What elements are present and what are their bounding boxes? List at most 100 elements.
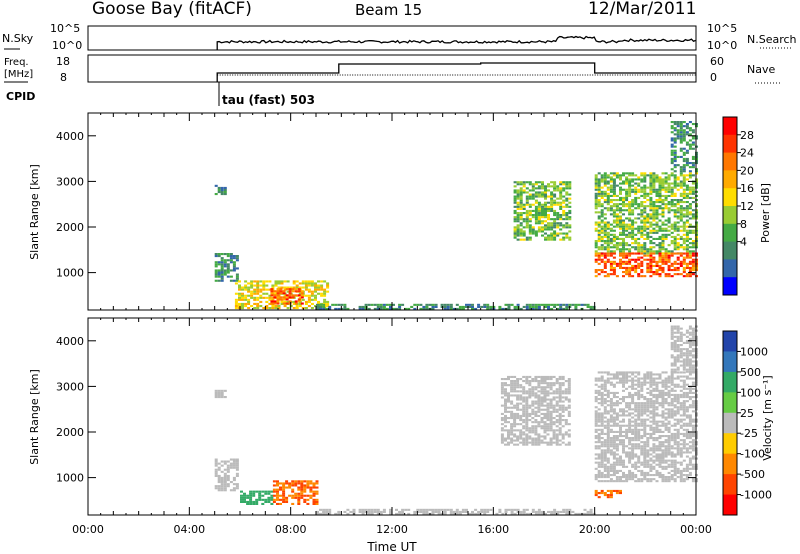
power-cell xyxy=(673,205,677,208)
velocity-cell xyxy=(649,373,653,376)
velocity-cell xyxy=(516,423,520,426)
velocity-cell xyxy=(540,390,544,393)
velocity-cell xyxy=(229,462,233,465)
velocity-cell xyxy=(549,375,553,378)
velocity-cell xyxy=(528,414,532,417)
velocity-cell xyxy=(501,512,505,515)
velocity-cell xyxy=(214,391,218,394)
velocity-cell xyxy=(516,404,520,407)
power-cell xyxy=(667,256,671,259)
power-cell xyxy=(649,190,653,193)
velocity-cell xyxy=(597,416,601,419)
velocity-cell xyxy=(637,412,641,415)
power-cell xyxy=(667,186,671,189)
velocity-cell xyxy=(643,441,647,444)
power-cell xyxy=(649,242,653,245)
power-cell xyxy=(317,286,320,289)
power-cell xyxy=(282,290,286,293)
power-cell xyxy=(643,219,647,222)
power-cell xyxy=(649,223,653,226)
velocity-cell xyxy=(670,410,674,413)
velocity-cell xyxy=(667,385,671,388)
power-cell xyxy=(541,212,544,215)
velocity-cell xyxy=(637,396,641,399)
velocity-cell xyxy=(528,388,532,391)
power-cell xyxy=(679,186,683,189)
velocity-cell xyxy=(597,424,601,427)
power-cell xyxy=(238,280,241,283)
velocity-cell xyxy=(594,492,598,495)
power-cell xyxy=(316,307,319,310)
velocity-cell xyxy=(603,476,607,479)
velocity-cell xyxy=(312,500,316,503)
velocity-cell xyxy=(631,371,635,374)
velocity-cell xyxy=(315,500,319,503)
velocity-cell xyxy=(540,421,544,424)
power-cell xyxy=(594,242,598,245)
velocity-cell xyxy=(667,381,671,384)
power-cell xyxy=(664,176,668,179)
power-cell xyxy=(670,252,674,255)
velocity-cell xyxy=(664,453,668,456)
power-cell xyxy=(235,273,239,276)
power-cell xyxy=(664,275,668,278)
velocity-cell xyxy=(534,400,538,403)
power-cell xyxy=(385,307,389,310)
velocity-cell xyxy=(279,482,282,485)
velocity-cell xyxy=(507,443,510,446)
power-cell xyxy=(568,185,572,188)
power-cell xyxy=(217,253,221,256)
y-tick-label: 1000 xyxy=(56,267,84,280)
velocity-cell xyxy=(540,419,544,422)
velocity-cell xyxy=(507,435,510,438)
velocity-cell xyxy=(549,417,553,420)
velocity-cell xyxy=(646,480,650,483)
power-cell xyxy=(649,199,653,202)
velocity-cell xyxy=(249,500,253,503)
power-cell xyxy=(458,307,462,310)
power-cell xyxy=(685,194,689,197)
power-cell xyxy=(507,305,511,308)
velocity-cell xyxy=(537,384,541,387)
velocity-cell xyxy=(688,354,692,357)
power-cell xyxy=(597,258,601,261)
power-cell xyxy=(652,184,656,187)
power-cell xyxy=(688,271,692,274)
power-cell xyxy=(600,190,604,193)
velocity-cell xyxy=(640,385,644,388)
power-cell xyxy=(661,221,665,224)
velocity-cell xyxy=(658,441,662,444)
power-cell xyxy=(553,226,557,229)
power-cell xyxy=(323,280,327,283)
velocity-cell xyxy=(507,441,510,444)
velocity-cell xyxy=(631,471,635,474)
velocity-cell xyxy=(567,400,571,403)
velocity-cell xyxy=(500,435,504,438)
velocity-cell xyxy=(670,398,674,401)
velocity-cell xyxy=(443,508,447,511)
velocity-cell xyxy=(232,476,236,479)
velocity-cell xyxy=(628,457,632,460)
velocity-cell xyxy=(673,414,677,417)
power-cell xyxy=(670,131,674,134)
power-cell xyxy=(646,233,650,236)
power-cell xyxy=(314,298,317,301)
velocity-cell xyxy=(500,439,504,442)
velocity-cell xyxy=(300,482,304,485)
power-cell xyxy=(282,292,286,295)
velocity-cell xyxy=(634,435,638,438)
velocity-cell xyxy=(522,410,526,413)
power-cell xyxy=(559,189,563,192)
power-cell xyxy=(310,307,314,310)
velocity-cell xyxy=(655,387,659,390)
velocity-cell xyxy=(615,404,619,407)
power-cell xyxy=(282,298,286,301)
velocity-cell xyxy=(597,377,601,380)
power-cell xyxy=(547,185,550,188)
power-cell xyxy=(628,248,632,251)
power-cell xyxy=(682,153,686,156)
velocity-cell xyxy=(567,380,571,383)
power-cell xyxy=(541,303,544,306)
velocity-cell xyxy=(540,435,544,438)
velocity-cell xyxy=(543,375,547,378)
